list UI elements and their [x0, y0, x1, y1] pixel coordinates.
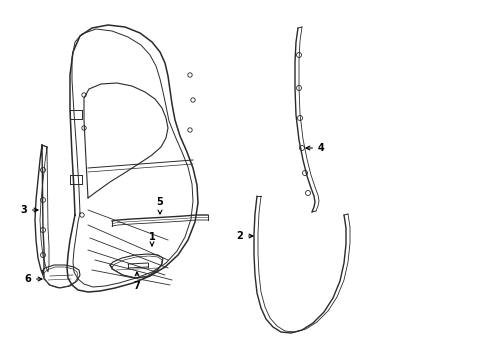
- Text: 7: 7: [134, 272, 140, 291]
- Text: 3: 3: [20, 205, 38, 215]
- Text: 6: 6: [24, 274, 42, 284]
- Text: 4: 4: [306, 143, 325, 153]
- Text: 1: 1: [148, 232, 155, 246]
- Text: 5: 5: [157, 197, 163, 214]
- Text: 2: 2: [236, 231, 253, 241]
